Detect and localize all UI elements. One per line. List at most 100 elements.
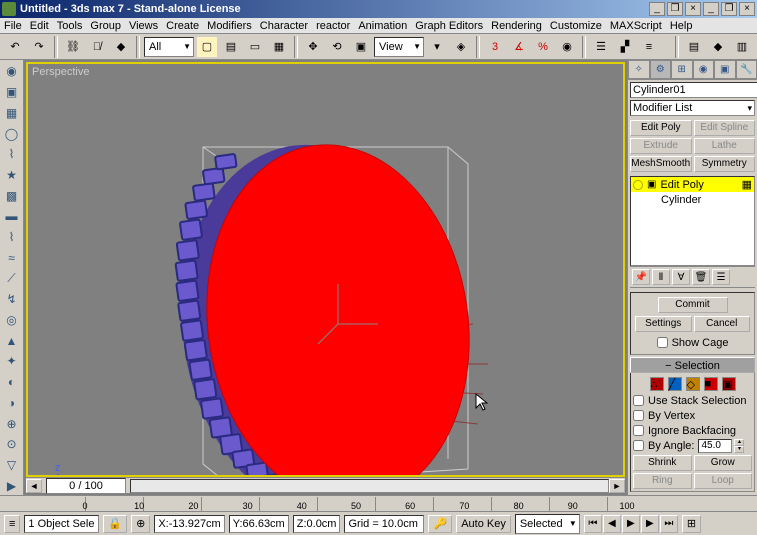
x-coord[interactable]: X:-13.927cm — [154, 515, 224, 533]
refcoord-dropdown[interactable]: View — [374, 37, 424, 57]
tab-create[interactable]: ✧ — [628, 60, 650, 79]
menu-grapheditors[interactable]: Graph Editors — [415, 20, 483, 32]
tab-display[interactable]: ▣ — [714, 60, 736, 79]
play-icon[interactable]: ▶ — [622, 515, 640, 533]
modbtn-symmetry[interactable]: Symmetry — [694, 156, 756, 172]
restore-button-2[interactable]: ❐ — [721, 2, 737, 16]
polygon-icon[interactable]: ■ — [704, 377, 718, 391]
bind-icon[interactable]: ◆ — [110, 36, 132, 58]
menu-edit[interactable]: Edit — [30, 20, 49, 32]
remove-mod-icon[interactable]: 🗑 — [692, 269, 710, 285]
named-sel-icon[interactable]: ☰ — [590, 36, 612, 58]
analyze-icon[interactable]: ◐ — [2, 373, 22, 392]
timeline-ruler[interactable]: 0102030405060708090100 — [0, 495, 757, 511]
menu-customize[interactable]: Customize — [550, 20, 602, 32]
viewport[interactable]: Perspective — [26, 62, 625, 477]
modifier-stack[interactable]: ▣ Edit Poly ▦ Cylinder — [630, 176, 755, 266]
play-sim-icon[interactable]: ▶ — [2, 476, 22, 495]
move-icon[interactable]: ✥ — [302, 36, 324, 58]
layers-icon[interactable]: ▤ — [683, 36, 705, 58]
point-icon[interactable]: ⊙ — [2, 435, 22, 454]
prev-frame-icon[interactable]: ◀ — [603, 515, 621, 533]
motor-icon[interactable]: ◎ — [2, 311, 22, 330]
snap-icon[interactable]: 3 — [484, 36, 506, 58]
spin-up-icon[interactable]: ▴ — [734, 439, 744, 446]
angle-input[interactable] — [698, 439, 732, 453]
grow-button[interactable]: Grow — [694, 455, 753, 471]
pivot-icon[interactable]: ▾ — [426, 36, 448, 58]
goto-start-icon[interactable]: ⏮ — [584, 515, 602, 533]
keyfilter-dropdown[interactable]: Selected — [515, 514, 580, 534]
reactor-icon[interactable]: ◉ — [2, 62, 22, 81]
menu-animation[interactable]: Animation — [358, 20, 407, 32]
toy-icon[interactable]: ▲ — [2, 331, 22, 350]
stack-item-cylinder[interactable]: Cylinder — [631, 192, 754, 207]
slider-track[interactable] — [130, 479, 609, 493]
menu-file[interactable]: File — [4, 20, 22, 32]
spin-down-icon[interactable]: ▾ — [734, 446, 744, 453]
select-name-icon[interactable]: ▤ — [220, 36, 242, 58]
border-icon[interactable]: ◇ — [686, 377, 700, 391]
percent-snap-icon[interactable]: % — [532, 36, 554, 58]
schematic-icon[interactable]: ▥ — [731, 36, 753, 58]
menu-views[interactable]: Views — [129, 20, 158, 32]
unique-icon[interactable]: ∀ — [672, 269, 690, 285]
select-icon[interactable]: ▢ — [196, 36, 218, 58]
spring-icon[interactable]: ⌇ — [2, 228, 22, 247]
fracture-icon[interactable]: ✦ — [2, 352, 22, 371]
close-button[interactable]: × — [685, 2, 701, 16]
nav-icon[interactable]: ⊞ — [682, 515, 701, 533]
spinner-snap-icon[interactable]: ◉ — [556, 36, 578, 58]
tab-motion[interactable]: ◉ — [693, 60, 715, 79]
scale-icon[interactable]: ▣ — [350, 36, 372, 58]
angle-snap-icon[interactable]: ∡ — [508, 36, 530, 58]
wind-icon[interactable]: ↯ — [2, 290, 22, 309]
minimize-button[interactable]: _ — [649, 2, 665, 16]
scroll-left-icon[interactable]: ◄ — [26, 479, 42, 493]
modbtn-lathe[interactable]: Lathe — [694, 138, 756, 154]
loop-button[interactable]: Loop — [694, 473, 753, 489]
tab-utilities[interactable]: 🔧 — [736, 60, 757, 79]
commit-button[interactable]: Commit — [658, 297, 728, 313]
unlink-icon[interactable]: ⛓̸ — [86, 36, 108, 58]
modbtn-editpoly[interactable]: Edit Poly — [630, 120, 692, 136]
configure-icon[interactable]: ☰ — [712, 269, 730, 285]
rope-icon[interactable]: ⌇ — [2, 145, 22, 164]
scroll-right-icon[interactable]: ► — [609, 479, 625, 493]
modifier-list-dropdown[interactable]: Modifier List — [630, 100, 755, 116]
show-result-icon[interactable]: Ⅱ — [652, 269, 670, 285]
undo-icon[interactable]: ↶ — [4, 36, 26, 58]
cancel-button[interactable]: Cancel — [694, 316, 751, 332]
menu-character[interactable]: Character — [260, 20, 308, 32]
soft-icon[interactable]: ◯ — [2, 124, 22, 143]
rotate-icon[interactable]: ⟲ — [326, 36, 348, 58]
window-crossing-icon[interactable]: ▦ — [268, 36, 290, 58]
cloth-icon[interactable]: ▦ — [2, 103, 22, 122]
mesh-icon[interactable]: ▩ — [2, 186, 22, 205]
vertex-icon[interactable]: ∴ — [650, 377, 664, 391]
modbtn-meshsmooth[interactable]: MeshSmooth — [630, 156, 692, 172]
menu-reactor[interactable]: reactor — [316, 20, 350, 32]
y-coord[interactable]: Y:66.63cm — [229, 515, 289, 533]
selection-filter[interactable]: All — [144, 37, 194, 57]
modbtn-editspline[interactable]: Edit Spline — [694, 120, 756, 136]
select-region-icon[interactable]: ▭ — [244, 36, 266, 58]
stack-item-editpoly[interactable]: ▣ Edit Poly ▦ — [631, 177, 754, 192]
angle-spinner[interactable]: ▴▾ — [698, 439, 744, 453]
lock-icon[interactable]: ≡ — [4, 515, 20, 533]
restore-button[interactable]: ❐ — [667, 2, 683, 16]
create-icon[interactable]: ◑ — [2, 394, 22, 413]
prism-icon[interactable]: ▽ — [2, 456, 22, 475]
star-icon[interactable]: ★ — [2, 166, 22, 185]
plane-icon[interactable]: ▬ — [2, 207, 22, 226]
bulb-icon[interactable] — [633, 180, 643, 190]
selection-rollout-header[interactable]: − Selection — [630, 357, 755, 373]
menu-create[interactable]: Create — [166, 20, 199, 32]
shrink-button[interactable]: Shrink — [633, 455, 692, 471]
abs-rel-icon[interactable]: ⊕ — [131, 515, 150, 533]
lock-selection-icon[interactable]: 🔒 — [103, 515, 127, 533]
showcage-checkbox[interactable]: Show Cage — [635, 335, 750, 350]
element-icon[interactable]: ▣ — [722, 377, 736, 391]
minimize-button-2[interactable]: _ — [703, 2, 719, 16]
object-name-input[interactable] — [630, 82, 757, 98]
